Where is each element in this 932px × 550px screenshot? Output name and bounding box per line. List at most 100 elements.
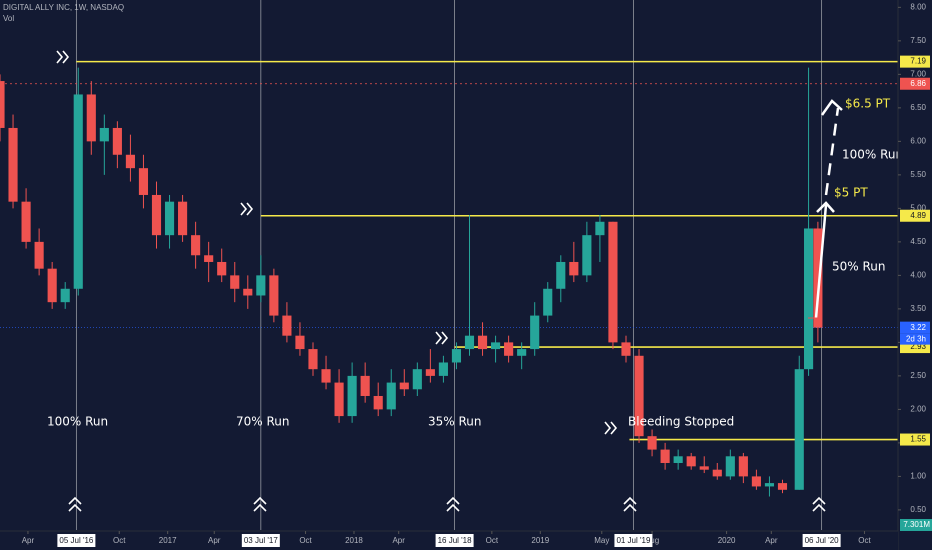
candle-body: [73, 94, 83, 289]
candle-body: [621, 342, 631, 356]
x-tick-label: 2020: [718, 536, 736, 545]
price-tag: [900, 209, 930, 222]
candle-body: [813, 228, 823, 328]
candle-body: [804, 228, 814, 370]
chart-title: DIGITAL ALLY INC, 1W, NASDAQ: [3, 3, 124, 12]
candle-body: [712, 469, 722, 477]
candle-body: [217, 261, 227, 276]
candle-body: [230, 275, 240, 289]
candle-body: [204, 255, 214, 262]
candle-body: [151, 194, 162, 236]
y-tick-label: 4.00: [910, 270, 926, 279]
candle-body: [569, 261, 579, 276]
candle-body: [504, 342, 514, 356]
candle-body: [399, 382, 409, 390]
candle-body: [582, 235, 592, 276]
candle-body: [647, 436, 657, 450]
candle-body: [764, 483, 775, 487]
candle-body: [295, 335, 305, 350]
candle-body: [491, 342, 501, 350]
candle-body: [451, 349, 462, 363]
volume-tag: [900, 519, 932, 531]
candle-body: [477, 335, 488, 350]
plot-area: [0, 0, 898, 530]
y-tick-label: 6.00: [910, 136, 926, 145]
candle-body: [660, 449, 670, 463]
annotation: 100% Run: [47, 415, 108, 429]
candle-body: [191, 235, 201, 256]
price-tag-label: 3.22: [910, 323, 926, 332]
x-tick-label: Apr: [392, 536, 405, 545]
annotation: 50% Run: [832, 260, 886, 274]
volume-label: 7.301M: [903, 520, 930, 529]
arrow-drawing: [808, 99, 843, 319]
annotation: Bleeding Stopped: [628, 415, 734, 429]
candle-body: [99, 127, 109, 142]
x-tick-label: Oct: [299, 536, 312, 545]
x-marker-label: 06 Jul '20: [805, 536, 840, 545]
x-tick-label: Oct: [113, 536, 126, 545]
y-tick-label: 7.50: [910, 36, 926, 45]
x-marker-box: [802, 534, 841, 547]
y-tick-label: 4.50: [910, 237, 926, 246]
candle-body: [360, 375, 370, 396]
price-tag: [900, 77, 930, 90]
price-tag-label: 7.19: [910, 57, 926, 66]
x-marker-label: 01 Jul '19: [616, 536, 651, 545]
candle-body: [425, 369, 435, 376]
annotation: 100% Run: [842, 148, 903, 162]
x-marker-label: 16 Jul '18: [438, 536, 473, 545]
candle-body: [21, 201, 31, 242]
candle-body: [138, 168, 149, 195]
candle-body: [438, 362, 448, 376]
candle-body: [347, 375, 357, 417]
candle-body: [34, 241, 44, 269]
annotation: 70% Run: [236, 415, 290, 429]
x-tick-label: 2019: [531, 536, 549, 545]
candle-body: [86, 94, 96, 142]
chevron-icons: [56, 50, 618, 435]
y-tick-label: 1.00: [910, 472, 926, 481]
subtitle: Vol: [3, 14, 14, 23]
annotation: $5 PT: [834, 186, 868, 200]
candle-body: [60, 288, 70, 303]
price-axis: [898, 0, 932, 550]
candle-body: [8, 127, 18, 202]
x-tick-label: Oct: [858, 536, 871, 545]
price-tag-label: 6.86: [910, 79, 926, 88]
y-tick-label: 6.50: [910, 103, 926, 112]
candle-body: [269, 275, 279, 316]
candle-body: [464, 335, 475, 350]
candle-body: [373, 395, 383, 410]
y-tick-label: 5.50: [910, 170, 926, 179]
candle-body: [530, 315, 540, 350]
candle-body: [0, 81, 5, 128]
price-tag: [900, 55, 930, 68]
candle-body: [308, 349, 318, 370]
x-tick-label: Oct: [486, 536, 499, 545]
chevron-icons: [68, 496, 826, 512]
price-tag-label: 2.93: [910, 342, 926, 351]
price-tag: [900, 321, 930, 334]
candle-body: [47, 268, 57, 303]
x-marker-box: [435, 534, 474, 547]
x-marker-label: 03 Jul '17: [244, 536, 279, 545]
x-tick-label: May: [594, 536, 609, 545]
candle-body: [673, 456, 683, 463]
overlay: DIGITAL ALLY INC, 1W, NASDAQ Vol 100% Ru…: [3, 3, 903, 512]
candle-body: [595, 221, 605, 236]
x-tick-label: 2017: [159, 536, 177, 545]
annotation: 35% Run: [428, 415, 482, 429]
y-tick-label: 2.00: [910, 404, 926, 413]
x-marker-label: 05 Jul '16: [59, 536, 94, 545]
countdown-label: 2d 3h: [906, 334, 926, 343]
candle-body: [282, 315, 292, 336]
countdown-box: [900, 333, 930, 345]
x-tick-label: Apr: [22, 536, 35, 545]
candle-body: [178, 201, 188, 236]
price-tag-label: 4.89: [910, 211, 926, 220]
candle-body: [699, 466, 709, 470]
